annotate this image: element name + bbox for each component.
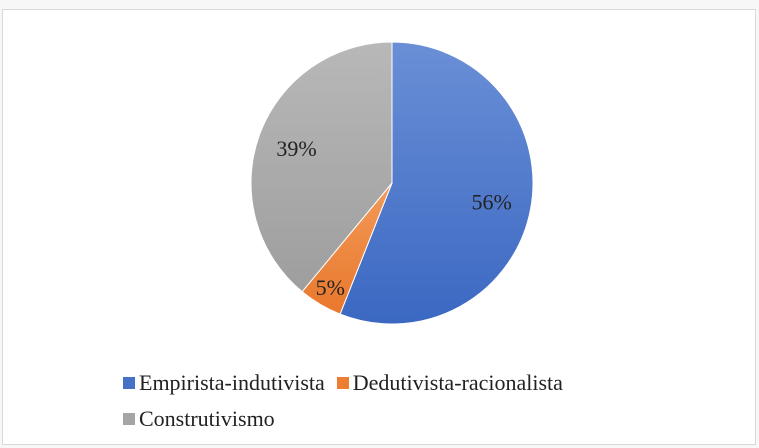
pie-slice-empirista-indutivista xyxy=(339,41,534,325)
data-label-dedutivista-racionalista: 5% xyxy=(316,275,345,300)
legend-label-empirista: Empirista-indutivista xyxy=(139,370,325,395)
legend-swatch-construtivismo xyxy=(123,413,135,425)
legend-item-construtivismo: Construtivismo xyxy=(123,406,275,432)
data-label-construtivismo: 39% xyxy=(276,136,316,161)
data-label-empirista-indutivista: 56% xyxy=(472,190,512,215)
legend-label-dedutivista: Dedutivista-racionalista xyxy=(352,370,563,395)
legend-row-2: Construtivismo xyxy=(123,401,723,437)
legend-item-empirista: Empirista-indutivista xyxy=(123,370,325,396)
legend-item-dedutivista: Dedutivista-racionalista xyxy=(336,370,563,396)
pie-slice-construtivismo xyxy=(250,41,393,293)
legend-swatch-empirista xyxy=(123,377,135,389)
chart-area: 56% 5% 39% Empirista-indutivista Dedutivis… xyxy=(2,9,756,445)
pie-chart: 56% 5% 39% xyxy=(250,41,534,325)
pie-data-labels: 56% 5% 39% xyxy=(276,136,512,300)
legend-label-construtivismo: Construtivismo xyxy=(139,406,275,431)
legend-row-1: Empirista-indutivista Dedutivista-racion… xyxy=(123,365,723,401)
legend: Empirista-indutivista Dedutivista-racion… xyxy=(123,365,723,437)
legend-swatch-dedutivista xyxy=(336,377,349,389)
pie-slices xyxy=(250,41,534,325)
